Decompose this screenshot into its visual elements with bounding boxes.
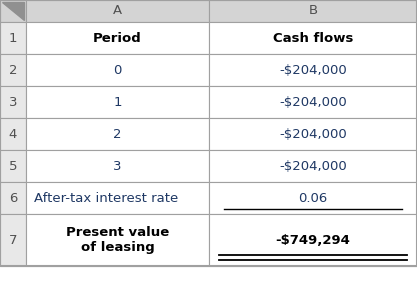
Bar [26, 182, 209, 214]
Bar [26, 214, 209, 266]
Bar [209, 214, 417, 266]
Text: Cash flows: Cash flows [273, 32, 353, 45]
Text: 3: 3 [113, 160, 122, 173]
Bar [209, 0, 417, 22]
Text: B: B [309, 5, 318, 17]
Text: 1: 1 [113, 95, 122, 108]
Bar [0, 0, 417, 266]
Text: 6: 6 [9, 192, 17, 204]
Bar [0, 22, 26, 54]
Text: After-tax interest rate: After-tax interest rate [34, 192, 178, 204]
Text: 4: 4 [9, 127, 17, 141]
Text: Present value
of leasing: Present value of leasing [66, 226, 169, 255]
Text: -$749,294: -$749,294 [276, 234, 350, 247]
Text: Period: Period [93, 32, 142, 45]
Bar [0, 118, 26, 150]
Text: A: A [113, 5, 122, 17]
Bar [0, 86, 26, 118]
Text: 1: 1 [9, 32, 17, 45]
Text: 2: 2 [9, 64, 17, 76]
Bar [26, 22, 209, 54]
Bar [26, 150, 209, 182]
Text: -$204,000: -$204,000 [279, 64, 347, 76]
Bar [209, 86, 417, 118]
Bar [0, 54, 26, 86]
Bar [26, 0, 209, 22]
Text: 5: 5 [9, 160, 17, 173]
Polygon shape [2, 2, 24, 20]
Bar [26, 86, 209, 118]
Text: 2: 2 [113, 127, 122, 141]
Text: -$204,000: -$204,000 [279, 160, 347, 173]
Bar [0, 182, 26, 214]
Bar [209, 118, 417, 150]
Text: 7: 7 [9, 234, 17, 247]
Bar [209, 54, 417, 86]
Text: 0: 0 [113, 64, 122, 76]
Bar [26, 118, 209, 150]
Bar [0, 150, 26, 182]
Bar [209, 182, 417, 214]
Text: 3: 3 [9, 95, 17, 108]
Bar [0, 0, 26, 22]
Bar [209, 150, 417, 182]
Text: -$204,000: -$204,000 [279, 95, 347, 108]
Text: -$204,000: -$204,000 [279, 127, 347, 141]
Bar [0, 214, 26, 266]
Text: 0.06: 0.06 [299, 192, 328, 204]
Bar [209, 22, 417, 54]
Bar [26, 54, 209, 86]
